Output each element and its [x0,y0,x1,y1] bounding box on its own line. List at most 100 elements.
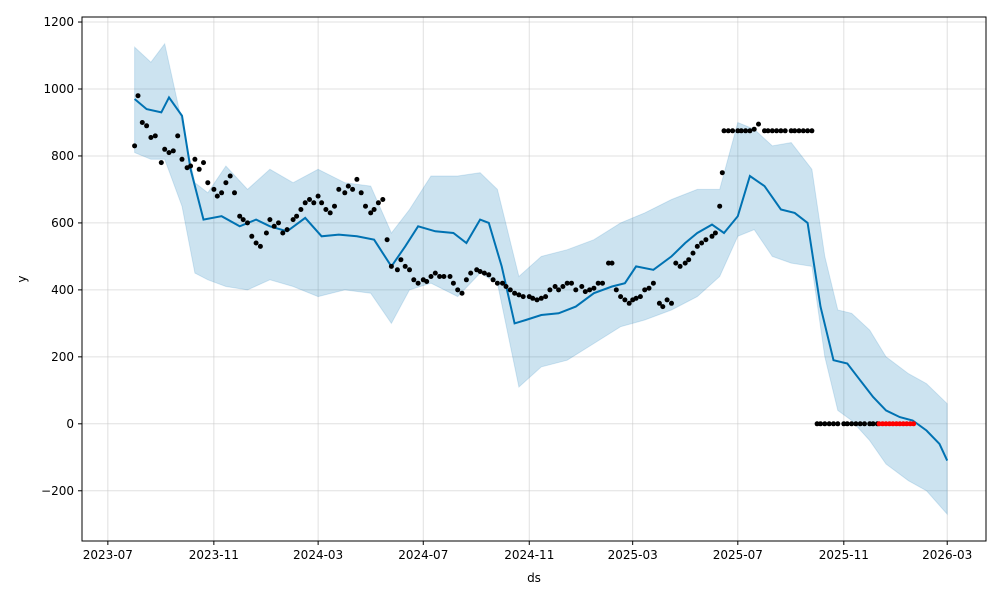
observed-point [227,173,233,179]
observed-point [358,190,364,196]
observed-point [547,287,553,293]
observed-point [257,243,263,249]
observed-point [818,421,823,427]
observed-point [500,280,505,286]
observed-point [792,128,798,134]
observed-point [192,156,198,162]
observed-point [428,274,434,279]
observed-point [162,146,168,152]
holdout-point [904,421,910,427]
observed-point [302,200,308,206]
observed-point [587,287,593,293]
observed-point [319,200,325,206]
y-tick-label: 200 [51,350,74,364]
observed-point [579,284,585,289]
x-tick-label: 2023-11 [189,548,239,562]
observed-point [214,193,220,199]
y-tick-label: 400 [51,283,74,297]
observed-point [380,197,386,202]
observed-point [694,243,700,249]
grid-lines [82,17,986,541]
observed-point [669,300,674,306]
observed-point [424,279,430,284]
observed-points [132,93,880,427]
observed-point [245,220,250,226]
observed-point [463,277,469,283]
observed-point [849,421,855,427]
observed-point [564,280,570,286]
observed-point [534,297,540,303]
observed-point [796,128,802,134]
x-tick-label: 2023-07 [83,548,133,562]
observed-point [703,237,709,243]
observed-point [384,237,390,243]
observed-point [573,287,579,293]
observed-point [530,295,536,301]
observed-point [271,223,277,229]
observed-point [447,274,453,279]
observed-point [307,197,312,202]
observed-point [857,421,863,427]
observed-point [441,274,447,279]
observed-point [582,289,588,295]
observed-point [841,421,847,427]
y-axis-label: y [15,275,29,282]
x-tick-label: 2024-07 [398,548,448,562]
observed-point [560,284,566,289]
observed-point [538,295,544,301]
observed-point [756,121,761,127]
observed-point [350,186,356,192]
observed-point [327,210,333,216]
holdout-point [890,421,896,427]
observed-point [294,213,300,219]
observed-point [805,128,811,134]
observed-point [826,421,832,427]
x-tick-label: 2024-03 [293,548,343,562]
observed-point [751,126,757,132]
observed-point [595,280,601,286]
observed-point [219,190,225,196]
observed-point [762,128,767,134]
observed-point [411,277,417,283]
observed-point [543,294,549,300]
observed-point [298,207,304,212]
holdout-points [876,421,917,427]
observed-point [363,203,368,209]
observed-point [311,200,317,206]
observed-point [719,170,725,176]
observed-point [690,250,696,256]
observed-point [402,263,408,269]
observed-point [494,280,500,286]
observed-point [267,217,273,223]
observed-point [822,421,828,427]
observed-point [686,257,692,263]
observed-point [844,421,850,427]
observed-point [609,260,615,266]
y-tick-label: 1000 [43,82,74,96]
observed-point [368,210,374,216]
observed-point [656,300,662,306]
observed-point [450,280,456,286]
observed-point [253,240,259,246]
observed-point [600,280,605,286]
observed-point [158,160,164,166]
observed-point [407,267,412,273]
observed-point [437,274,443,279]
x-tick-label: 2024-11 [504,548,554,562]
observed-point [132,143,138,149]
observed-point [800,128,806,134]
observed-point [618,294,624,300]
observed-point [468,270,474,276]
observed-point [516,292,522,298]
observed-point [853,421,859,427]
y-tick-label: 1200 [43,15,74,29]
observed-point [646,285,652,291]
observed-point [870,421,876,427]
forecast-line-group [133,95,949,462]
observed-point [556,287,562,293]
observed-point [455,287,461,293]
observed-point [144,123,150,129]
observed-point [280,230,286,236]
plot-frame [81,16,987,542]
